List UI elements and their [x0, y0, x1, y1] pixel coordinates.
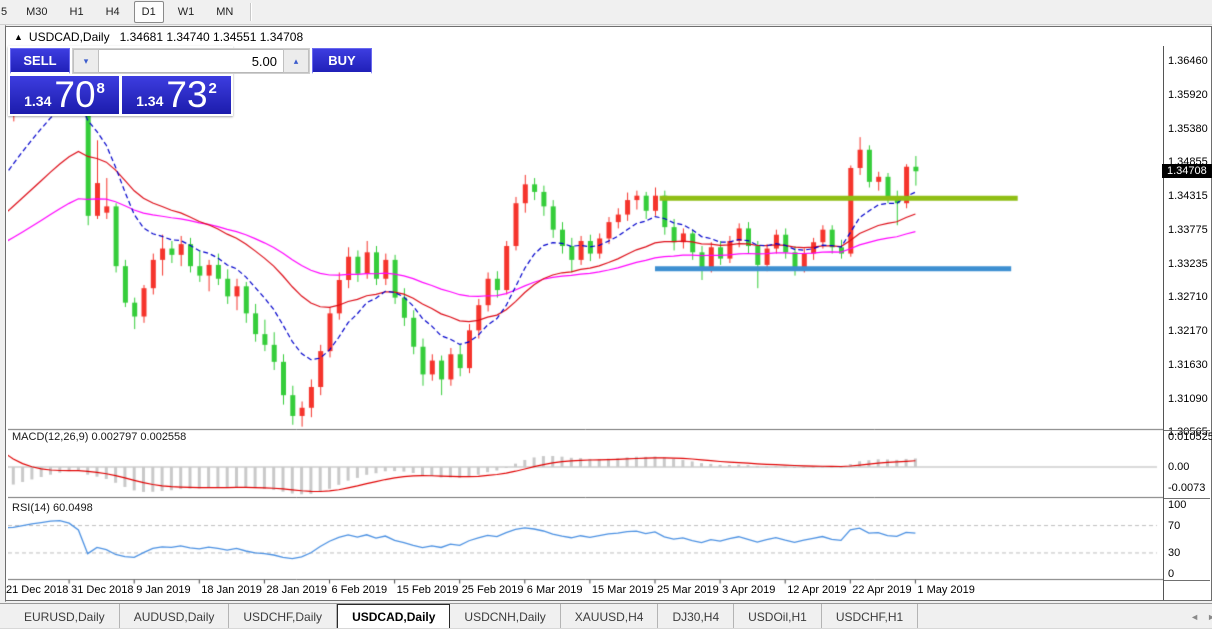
chart-symbol-title: USDCAD,Daily: [28, 30, 110, 44]
price-axis-label: 1.32170: [1168, 324, 1208, 337]
date-axis-label: 9 Jan 2019: [136, 584, 191, 596]
rsi-axis-label: 30: [1168, 546, 1181, 559]
date-axis-label: 15 Mar 2019: [591, 584, 654, 596]
timeframe-button-w1[interactable]: W1: [177, 6, 195, 18]
sell-button[interactable]: SELL: [10, 48, 70, 74]
chart-tab-dj30-h4[interactable]: DJ30,H4: [658, 604, 735, 629]
price-axis-label: 1.31630: [1168, 358, 1208, 371]
price-axis-label: 1.30565: [1168, 426, 1208, 438]
price-chart-canvas[interactable]: [8, 47, 1163, 601]
timeframe-button-h1[interactable]: H1: [69, 6, 84, 18]
rsi-axis-label: 0: [1168, 567, 1175, 580]
buy-price-tile[interactable]: 1.34 73 2: [122, 76, 231, 114]
buy-price-big: 1.34: [136, 93, 164, 109]
rsi-axis-label: 100: [1168, 499, 1187, 511]
date-axis-label: 6 Feb 2019: [331, 584, 388, 596]
timeframe-button-mn[interactable]: MN: [216, 6, 234, 18]
chart-tab-bar: EURUSD,Daily AUDUSD,Daily USDCHF,Daily USDC…: [0, 603, 1212, 629]
macd-label: MACD(12,26,9) 0.002797 0.002558: [12, 431, 187, 443]
date-axis-label: 21 Dec 2018: [6, 584, 69, 596]
chart-tab-eurusd-daily[interactable]: EURUSD,Daily: [10, 604, 120, 629]
chart-tab-usdcad-daily[interactable]: USDCAD,Daily: [337, 604, 451, 629]
toolbar-separator: [250, 3, 253, 21]
timeframe-button-5[interactable]: 5: [1, 6, 8, 18]
chart-tab-audusd-daily[interactable]: AUDUSD,Daily: [120, 604, 230, 629]
chart-tab-usdchf-daily[interactable]: USDCHF,Daily: [229, 604, 338, 629]
tabs-scroll-right-icon[interactable]: ►: [1207, 611, 1212, 622]
buy-price-huge: 73: [166, 74, 208, 115]
volume-decrease-button[interactable]: ▾: [73, 49, 99, 73]
chart-marker-icon: ▲: [14, 32, 23, 42]
chart-tab-usdcnh-daily[interactable]: USDCNH,Daily: [450, 604, 561, 629]
date-axis-label: 12 Apr 2019: [787, 584, 847, 596]
date-axis-label: 18 Jan 2019: [201, 584, 262, 596]
pane-separator: [1164, 579, 1210, 581]
chart-ohlc-values: 1.34681 1.34740 1.34551 1.34708: [119, 30, 304, 44]
sell-price-huge: 70: [54, 74, 96, 115]
price-axis-label: 1.32710: [1168, 291, 1208, 303]
timeframe-button-h4[interactable]: H4: [105, 6, 120, 18]
date-axis-label: 3 Apr 2019: [722, 584, 776, 596]
date-axis-label: 22 Apr 2019: [852, 584, 912, 596]
rsi-axis-label: 70: [1168, 519, 1181, 532]
date-axis-label: 25 Feb 2019: [461, 584, 524, 596]
price-axis: 1.36460 1.35920 1.35380 1.34855 1.34315 1.337…: [1163, 46, 1212, 600]
sell-price-sup: 8: [96, 80, 105, 97]
price-axis-label: 1.33235: [1168, 257, 1208, 270]
price-axis-label: 1.35380: [1168, 122, 1208, 135]
chart-window: ▲ USDCAD,Daily 1.34681 1.34740 1.34551 1…: [0, 25, 1212, 602]
volume-input[interactable]: [99, 49, 283, 73]
chart-area: SELL ▾ ▴ BUY 1.34 70 8 1.34: [5, 46, 1212, 601]
chart-tab-xauusd-h4[interactable]: XAUUSD,H4: [561, 604, 659, 629]
sell-price-big: 1.34: [24, 93, 52, 109]
one-click-trade-panel: SELL ▾ ▴ BUY 1.34 70 8 1.34: [8, 46, 372, 116]
pane-separator: [1164, 429, 1210, 431]
buy-price-sup: 2: [208, 80, 217, 97]
date-axis-label: 31 Dec 2018: [71, 584, 134, 596]
volume-stepper: ▾ ▴: [72, 48, 310, 74]
chart-tab-usdoil-h1[interactable]: USDOil,H1: [734, 604, 822, 629]
sell-price-tile[interactable]: 1.34 70 8: [10, 76, 119, 114]
buy-button[interactable]: BUY: [312, 48, 372, 74]
chart-title-bar: ▲ USDCAD,Daily 1.34681 1.34740 1.34551 1…: [5, 26, 1212, 48]
price-axis-label: 1.35920: [1168, 88, 1208, 101]
price-axis-label: 1.36460: [1168, 55, 1208, 67]
tabs-scroll-left-icon[interactable]: ◄: [1190, 611, 1200, 622]
date-axis-label: 25 Mar 2019: [657, 584, 719, 596]
date-axis-label: 15 Feb 2019: [396, 584, 459, 596]
rsi-label: RSI(14) 60.0498: [12, 502, 93, 514]
timeframe-button-d1[interactable]: D1: [133, 1, 164, 23]
date-axis-label: 1 May 2019: [917, 584, 975, 596]
macd-axis-label: -0.0073: [1168, 482, 1206, 494]
timeframe-toolbar: 5 M30 H1 H4 D1 W1 MN: [0, 0, 1212, 25]
macd-axis-label: 0.010525: [1168, 430, 1212, 443]
macd-axis-label: 0.00: [1168, 461, 1190, 473]
date-axis-label: 6 Mar 2019: [526, 584, 583, 596]
price-axis-label: 1.33775: [1168, 223, 1208, 236]
price-axis-label: 1.34315: [1168, 189, 1208, 202]
date-axis-label: 28 Jan 2019: [266, 584, 327, 596]
chart-tab-usdchf-h1[interactable]: USDCHF,H1: [822, 604, 919, 629]
timeframe-button-m30[interactable]: M30: [26, 6, 48, 18]
volume-increase-button[interactable]: ▴: [283, 49, 309, 73]
pane-separator: [1164, 497, 1210, 499]
current-price-box: 1.34708: [1162, 164, 1212, 179]
price-axis-label: 1.31090: [1168, 392, 1208, 405]
